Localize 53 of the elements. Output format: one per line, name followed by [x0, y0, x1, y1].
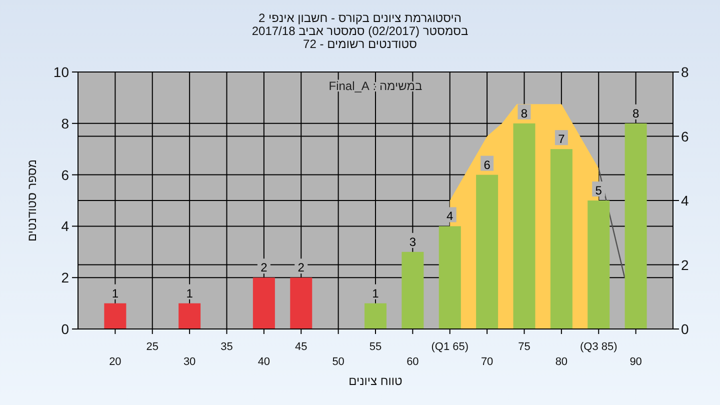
data-label: 1 [186, 286, 194, 300]
y-tick-label: 4 [61, 218, 70, 234]
x-tick-label: 20 [109, 356, 122, 368]
data-label: 4 [446, 209, 454, 224]
bar [476, 174, 498, 329]
y2-tick-label: 8 [681, 64, 689, 80]
x-tick-label: 90 [630, 356, 642, 368]
x2-tick-label: 45 [295, 341, 308, 353]
x2-tick-label: (Q1 65) [431, 341, 469, 353]
bar [550, 149, 572, 329]
y2-tick-label: 4 [681, 192, 689, 208]
data-label: 8 [632, 106, 640, 120]
bar [290, 278, 312, 329]
data-label: 1 [372, 286, 380, 300]
x-tick-label: 40 [258, 356, 270, 368]
bar [364, 303, 386, 329]
x2-tick-label: 35 [220, 341, 233, 353]
x-tick-label: 80 [555, 356, 568, 368]
x-tick-label: 60 [406, 356, 419, 368]
y-tick-label: 6 [61, 166, 70, 183]
x-tick-label: 30 [183, 356, 196, 368]
x2-tick-label: 55 [369, 341, 382, 353]
y-axis-title: מספר סטודנטים [25, 159, 39, 242]
bar [402, 252, 424, 329]
chart-title: היסטוגרמת ציונים בקורס - חשבון אינפי 2 בסמסטר (02/2017) סמסטר אביב 2017/18 סטודנטים רשומים - 72 [252, 11, 468, 51]
bar [104, 303, 126, 329]
x2-tick-label: 75 [518, 341, 530, 353]
data-label: 5 [595, 184, 602, 198]
bar [588, 200, 610, 329]
data-label: 1 [112, 286, 119, 300]
y-tick-label: 10 [53, 64, 70, 80]
y-tick-label: 0 [61, 321, 70, 337]
bar [624, 123, 647, 329]
x-axis-title: טווח ציונים [348, 374, 403, 388]
data-label: 2 [260, 260, 268, 275]
x2-tick-label: 25 [146, 341, 158, 353]
data-label: 6 [484, 158, 491, 172]
data-label: 2 [298, 260, 305, 275]
y2-tick-label: 6 [681, 128, 689, 144]
x-tick-label: 50 [332, 356, 344, 368]
y-tick-label: 8 [61, 115, 70, 132]
data-label: 7 [558, 132, 566, 146]
y-tick-label: 2 [61, 270, 70, 286]
y2-tick-label: 0 [681, 321, 689, 337]
x2-tick-label: (Q3 85) [580, 341, 618, 353]
data-label: 3 [409, 234, 416, 249]
y2-tick-label: 2 [681, 256, 689, 273]
x-tick-label: 70 [480, 356, 494, 368]
bar [438, 226, 461, 329]
data-label: 8 [520, 106, 528, 120]
bar [252, 278, 275, 329]
bar [513, 123, 536, 329]
bar [178, 303, 201, 329]
